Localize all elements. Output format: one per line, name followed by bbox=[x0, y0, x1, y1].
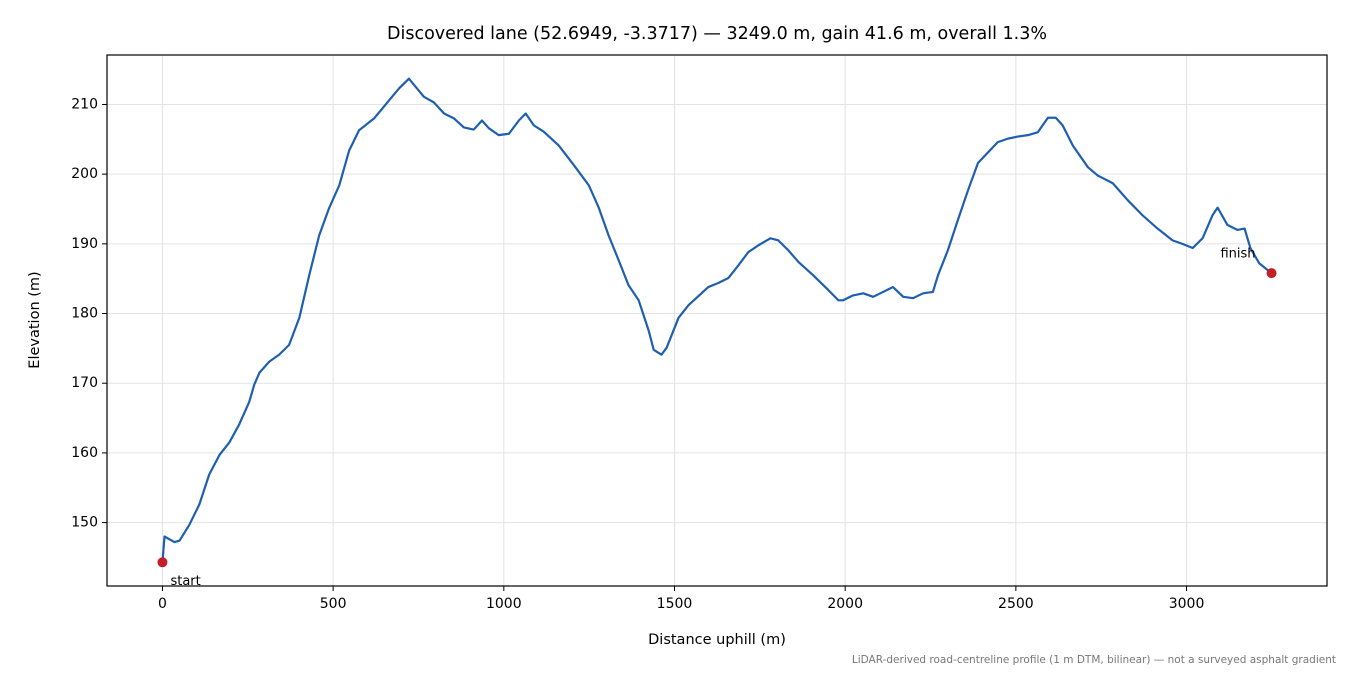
chart-title: Discovered lane (52.6949, -3.3717) — 324… bbox=[387, 24, 1047, 44]
x-tick-label: 1500 bbox=[657, 596, 693, 612]
y-tick-label: 150 bbox=[71, 515, 98, 531]
x-tick-label: 0 bbox=[158, 596, 167, 612]
y-axis-label: Elevation (m) bbox=[27, 271, 43, 368]
x-axis-label: Distance uphill (m) bbox=[648, 632, 786, 648]
x-tick-label: 1000 bbox=[486, 596, 522, 612]
y-tick-label: 190 bbox=[71, 236, 98, 252]
x-tick-label: 3000 bbox=[1169, 596, 1205, 612]
endpoint-marker bbox=[1266, 268, 1277, 279]
annotation: start bbox=[170, 574, 200, 589]
footnote: LiDAR-derived road-centreline profile (1… bbox=[852, 654, 1336, 666]
y-tick-label: 200 bbox=[71, 166, 98, 182]
elevation-line bbox=[161, 77, 1273, 563]
x-tick-label: 500 bbox=[320, 596, 347, 612]
annotation: finish bbox=[1220, 247, 1255, 262]
x-tick-label: 2500 bbox=[998, 596, 1034, 612]
y-tick-label: 180 bbox=[71, 306, 98, 322]
y-tick-label: 160 bbox=[71, 445, 98, 461]
y-tick-label: 210 bbox=[71, 96, 98, 112]
endpoint-marker bbox=[157, 557, 168, 568]
plot-frame bbox=[106, 54, 1328, 587]
x-tick-label: 2000 bbox=[827, 596, 863, 612]
y-tick-label: 170 bbox=[71, 375, 98, 391]
